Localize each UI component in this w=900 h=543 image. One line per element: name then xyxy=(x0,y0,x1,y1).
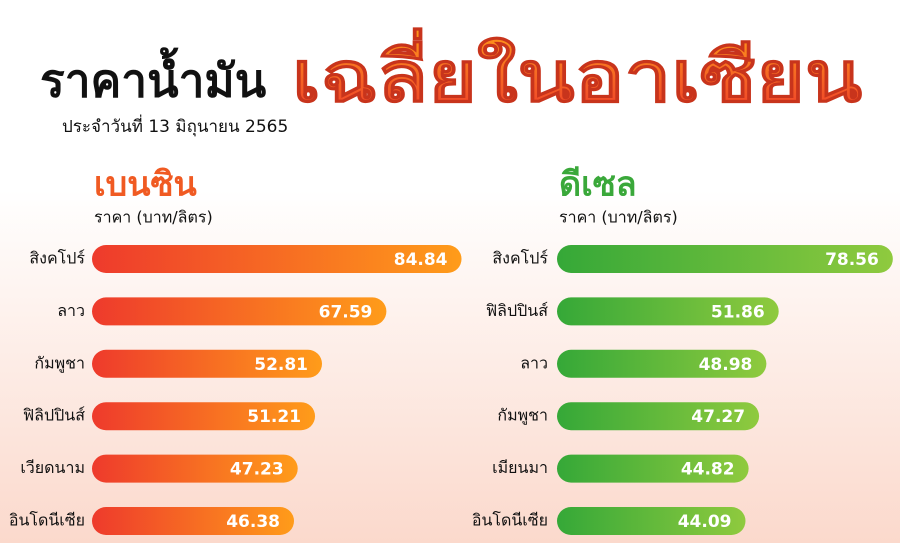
bar xyxy=(92,507,295,535)
category-label: ฟิลิปปินส์ xyxy=(486,301,548,320)
bar xyxy=(557,349,767,378)
title-main: ราคาน้ำมัน xyxy=(40,47,267,108)
category-label: ฟิลิปปินส์ xyxy=(23,406,85,425)
bar xyxy=(92,454,298,483)
value-label: 51.21 xyxy=(247,407,301,427)
bar xyxy=(557,245,893,273)
value-label: 52.81 xyxy=(254,355,308,375)
bar xyxy=(557,402,760,431)
category-label: เวียดนาม xyxy=(20,458,85,477)
bar xyxy=(557,507,746,535)
value-label: 78.56 xyxy=(825,250,879,270)
title-highlight: เฉลี่ยในอาเซียน xyxy=(292,27,862,118)
value-label: 44.09 xyxy=(678,512,732,532)
bar xyxy=(92,402,316,431)
category-label: ลาว xyxy=(57,301,85,320)
category-label: เมียนมา xyxy=(492,458,548,477)
axis-label: ราคา (บาท/ลิตร) xyxy=(559,208,678,227)
bar xyxy=(557,297,779,326)
value-label: 48.98 xyxy=(699,355,753,375)
bar xyxy=(92,297,387,326)
value-label: 51.86 xyxy=(711,302,765,322)
category-label: สิงคโปร์ xyxy=(29,249,85,268)
chart-title: ดีเซล xyxy=(559,165,637,205)
category-label: กัมพูชา xyxy=(34,353,85,373)
category-label: กัมพูชา xyxy=(497,406,548,426)
category-label: อินโดนีเซีย xyxy=(9,511,85,530)
axis-label: ราคา (บาท/ลิตร) xyxy=(94,208,213,227)
bar xyxy=(92,245,462,273)
category-label: อินโดนีเซีย xyxy=(472,511,548,530)
value-label: 47.27 xyxy=(691,407,745,427)
value-label: 44.82 xyxy=(681,460,735,480)
value-label: 47.23 xyxy=(230,460,284,480)
value-label: 84.84 xyxy=(394,250,448,270)
subtitle: ประจำวันที่ 13 มิถุนายน 2565 xyxy=(62,114,288,137)
bar xyxy=(557,454,749,483)
chart-title: เบนซิน xyxy=(94,165,197,205)
category-label: สิงคโปร์ xyxy=(492,249,548,268)
category-label: ลาว xyxy=(520,353,548,372)
value-label: 67.59 xyxy=(319,302,373,322)
bar xyxy=(92,349,323,378)
value-label: 46.38 xyxy=(226,512,280,532)
